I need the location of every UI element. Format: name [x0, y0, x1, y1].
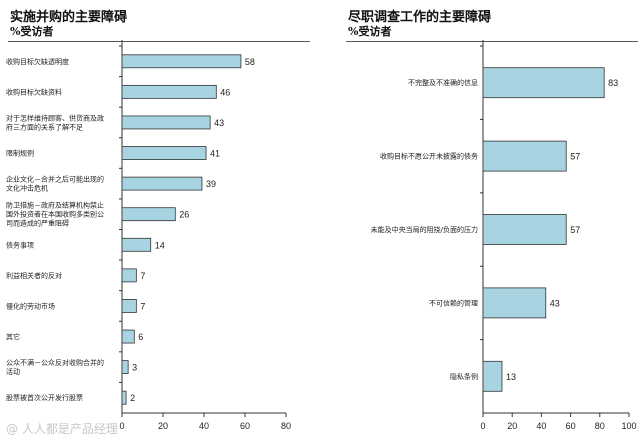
category-label: 防卫措施－政府及结算机构禁止国外投资者在本国收购多类别公司而造成的严重阻碍: [6, 201, 104, 228]
chart-subtitle: %受访者: [348, 25, 392, 38]
bar: [121, 360, 129, 375]
bar: [482, 140, 567, 172]
data-label: 57: [570, 152, 580, 162]
bar: [121, 115, 211, 130]
category-label: 债务事项: [6, 240, 34, 249]
category-label: 限制规例: [6, 149, 34, 158]
bar: [482, 360, 503, 392]
category-label: 僵化的劳动市场: [6, 301, 55, 310]
data-label: 2: [130, 393, 135, 403]
data-label: 6: [138, 332, 143, 342]
data-label: 41: [210, 149, 220, 159]
bar: [121, 237, 152, 252]
bar: [121, 207, 176, 222]
bar: [121, 329, 135, 344]
bar: [482, 67, 605, 99]
data-label: 57: [570, 225, 580, 235]
category-label: 对于怎样维持顾客、供货商及政府三方面的关系了解不足: [6, 113, 104, 131]
bar: [121, 268, 137, 283]
data-label: 39: [206, 179, 216, 189]
x-tick-label: 0: [119, 421, 124, 431]
data-label: 26: [179, 210, 189, 220]
data-label: 7: [140, 271, 145, 281]
category-label: 收购目标欠缺透明度: [6, 57, 69, 66]
data-label: 14: [155, 240, 165, 250]
title-divider: [346, 41, 638, 42]
x-tick-label: 80: [595, 421, 605, 431]
category-label: 不可信赖的管理: [429, 298, 478, 307]
chart-title: 实施并购的主要障碍: [10, 10, 128, 25]
category-label: 收购目标不愿公开未披露的债务: [380, 152, 478, 161]
data-label: 46: [220, 87, 230, 97]
category-label: 股票被首次公开发行股票: [6, 393, 83, 402]
category-label: 其它: [6, 332, 20, 341]
category-label: 不完整及不准确的信息: [408, 78, 478, 87]
data-label: 13: [506, 372, 516, 382]
watermark: @ 人人都是产品经理: [6, 422, 118, 436]
bar: [121, 299, 137, 313]
x-tick-label: 40: [536, 421, 546, 431]
x-tick-label: 60: [566, 421, 576, 431]
bar-chart-due-diligence: 0 20 40 60 80 100 83 不完整及不准确的信息 57 收购目标不愿公开未披露的债务…: [371, 40, 637, 431]
bar: [121, 146, 207, 160]
chart-subtitle: %受访者: [10, 25, 54, 38]
bar: [121, 54, 242, 69]
data-label: 83: [608, 78, 618, 88]
bar: [482, 287, 547, 319]
category-label: 企业文化－合并之后可能出现的文化冲击危机: [6, 175, 104, 193]
category-label: 未能及中央当局的阻挠/负面的压力: [371, 225, 478, 234]
x-tick-label: 20: [507, 421, 517, 431]
category-label: 隐私条例: [450, 372, 478, 381]
x-tick-label: 60: [240, 421, 250, 431]
data-label: 43: [214, 118, 224, 128]
data-label: 7: [140, 301, 145, 311]
chart-panel-obstacles: 实施并购的主要障碍 %受访者 0 20 40 60 80 58 收购目标欠缺透明度 46 收购目…: [6, 10, 310, 431]
x-tick-label: 40: [199, 421, 209, 431]
bar: [121, 390, 127, 405]
category-label: 收购目标欠缺资料: [6, 87, 62, 96]
chart-panel-due-diligence: 尽职调查工作的主要障碍 %受访者 0 20 40 60 80 100 83 不完整及不准确的信…: [330, 0, 640, 440]
data-label: 58: [245, 57, 255, 67]
x-tick-label: 80: [281, 421, 291, 431]
category-label: 利益相关者的反对: [6, 271, 62, 280]
data-label: 3: [132, 363, 137, 373]
data-label: 43: [550, 298, 560, 308]
bar: [121, 176, 203, 191]
bar: [482, 214, 567, 245]
category-label: 公众不满－公众反对收购合并的活动: [6, 358, 104, 376]
title-divider: [8, 41, 310, 42]
x-tick-label: 20: [158, 421, 168, 431]
bar-chart-obstacles: 0 20 40 60 80 58 收购目标欠缺透明度 46 收购目标欠缺资料 43 对于怎样维持顾客…: [6, 40, 291, 431]
bar: [121, 84, 217, 99]
x-tick-label: 100: [621, 421, 636, 431]
x-tick-label: 0: [480, 421, 485, 431]
chart-title: 尽职调查工作的主要障碍: [348, 10, 492, 25]
